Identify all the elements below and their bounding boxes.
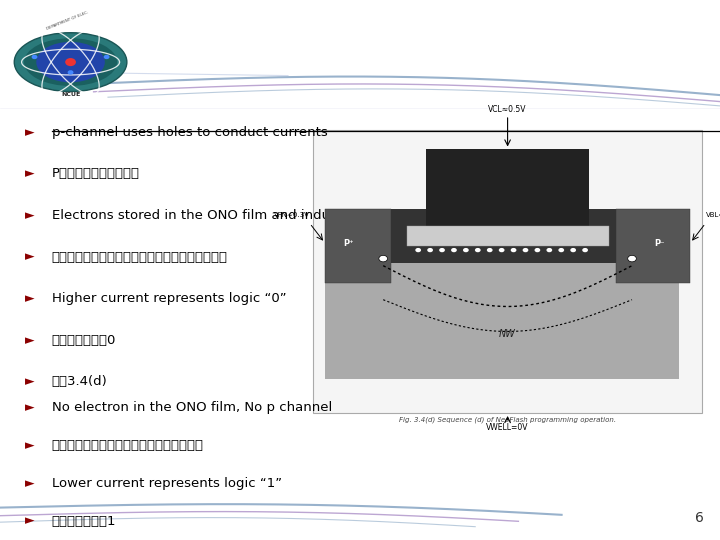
Circle shape bbox=[32, 55, 37, 59]
Text: ►: ► bbox=[25, 334, 35, 347]
Bar bbox=[426, 150, 589, 226]
Circle shape bbox=[487, 248, 492, 252]
Bar bbox=[313, 130, 702, 413]
Text: Higher current represents logic “0”: Higher current represents logic “0” bbox=[52, 292, 287, 305]
Text: NW: NW bbox=[499, 329, 516, 339]
Text: Lower current represents logic “1”: Lower current represents logic “1” bbox=[52, 477, 282, 490]
Circle shape bbox=[68, 70, 73, 75]
Circle shape bbox=[559, 248, 564, 252]
Circle shape bbox=[523, 248, 528, 252]
Text: ►: ► bbox=[25, 292, 35, 305]
Circle shape bbox=[415, 248, 421, 252]
Bar bbox=[325, 209, 679, 263]
Ellipse shape bbox=[14, 33, 127, 91]
Bar bbox=[616, 209, 690, 283]
Text: ►: ► bbox=[25, 439, 35, 452]
Circle shape bbox=[439, 248, 445, 252]
Circle shape bbox=[451, 248, 456, 252]
Text: P⁻: P⁻ bbox=[654, 239, 665, 247]
Text: VCL≈0.5V: VCL≈0.5V bbox=[488, 105, 527, 114]
Text: Fig. 3.4(d) Sequence (d) of NeoFlash programming operation.: Fig. 3.4(d) Sequence (d) of NeoFlash pro… bbox=[399, 417, 616, 423]
Text: ►: ► bbox=[25, 167, 35, 180]
Circle shape bbox=[546, 248, 552, 252]
Ellipse shape bbox=[36, 42, 105, 82]
Text: ►: ► bbox=[25, 126, 35, 139]
Text: 6: 6 bbox=[696, 511, 704, 525]
Text: 大電流代表邏輯0: 大電流代表邏輯0 bbox=[52, 334, 116, 347]
Text: VWELL=0V: VWELL=0V bbox=[486, 423, 529, 432]
Text: DEPARTMENT OF ELEC.: DEPARTMENT OF ELEC. bbox=[46, 10, 89, 31]
Circle shape bbox=[104, 55, 109, 59]
Text: ►: ► bbox=[25, 401, 35, 414]
Bar bbox=[325, 209, 679, 379]
Text: VFN∼0.3V: VFN∼0.3V bbox=[274, 212, 310, 218]
Text: 如果記憑層沒有電子，也就不會有電洞通道: 如果記憑層沒有電子，也就不會有電洞通道 bbox=[52, 439, 204, 452]
Text: ►: ► bbox=[25, 209, 35, 222]
Text: p-channel uses holes to conduct currents: p-channel uses holes to conduct currents bbox=[52, 126, 328, 139]
Circle shape bbox=[499, 248, 505, 252]
Circle shape bbox=[570, 248, 576, 252]
Circle shape bbox=[427, 248, 433, 252]
Text: ►: ► bbox=[25, 251, 35, 264]
Circle shape bbox=[475, 248, 481, 252]
Ellipse shape bbox=[66, 58, 76, 66]
Text: ►: ► bbox=[25, 477, 35, 490]
Text: 如圖3.4(d): 如圖3.4(d) bbox=[52, 375, 107, 388]
Circle shape bbox=[463, 248, 469, 252]
Text: P通道以電洞來傳導電流: P通道以電洞來傳導電流 bbox=[52, 167, 140, 180]
Bar bbox=[407, 226, 608, 246]
Bar bbox=[325, 209, 391, 283]
Text: ►: ► bbox=[25, 375, 35, 388]
Text: No electron in the ONO film, No p channel: No electron in the ONO film, No p channe… bbox=[52, 401, 332, 414]
Circle shape bbox=[379, 255, 387, 262]
Circle shape bbox=[510, 248, 516, 252]
Text: P⁺: P⁺ bbox=[343, 239, 354, 247]
Text: NCUE: NCUE bbox=[61, 92, 80, 97]
Text: ►: ► bbox=[25, 515, 35, 528]
Ellipse shape bbox=[24, 38, 117, 86]
Circle shape bbox=[582, 248, 588, 252]
Text: 小電流代表邏輯1: 小電流代表邏輯1 bbox=[52, 515, 117, 528]
Text: Electrons stored in the ONO film and induced a p channel: Electrons stored in the ONO film and ind… bbox=[52, 209, 436, 222]
Circle shape bbox=[534, 248, 540, 252]
Circle shape bbox=[628, 255, 636, 262]
Bar bbox=[325, 243, 679, 379]
Text: 如果記憑層存有電子將會在其下方感應出電洞通道: 如果記憑層存有電子將會在其下方感應出電洞通道 bbox=[52, 251, 228, 264]
Text: VBL=-6V: VBL=-6V bbox=[706, 212, 720, 218]
